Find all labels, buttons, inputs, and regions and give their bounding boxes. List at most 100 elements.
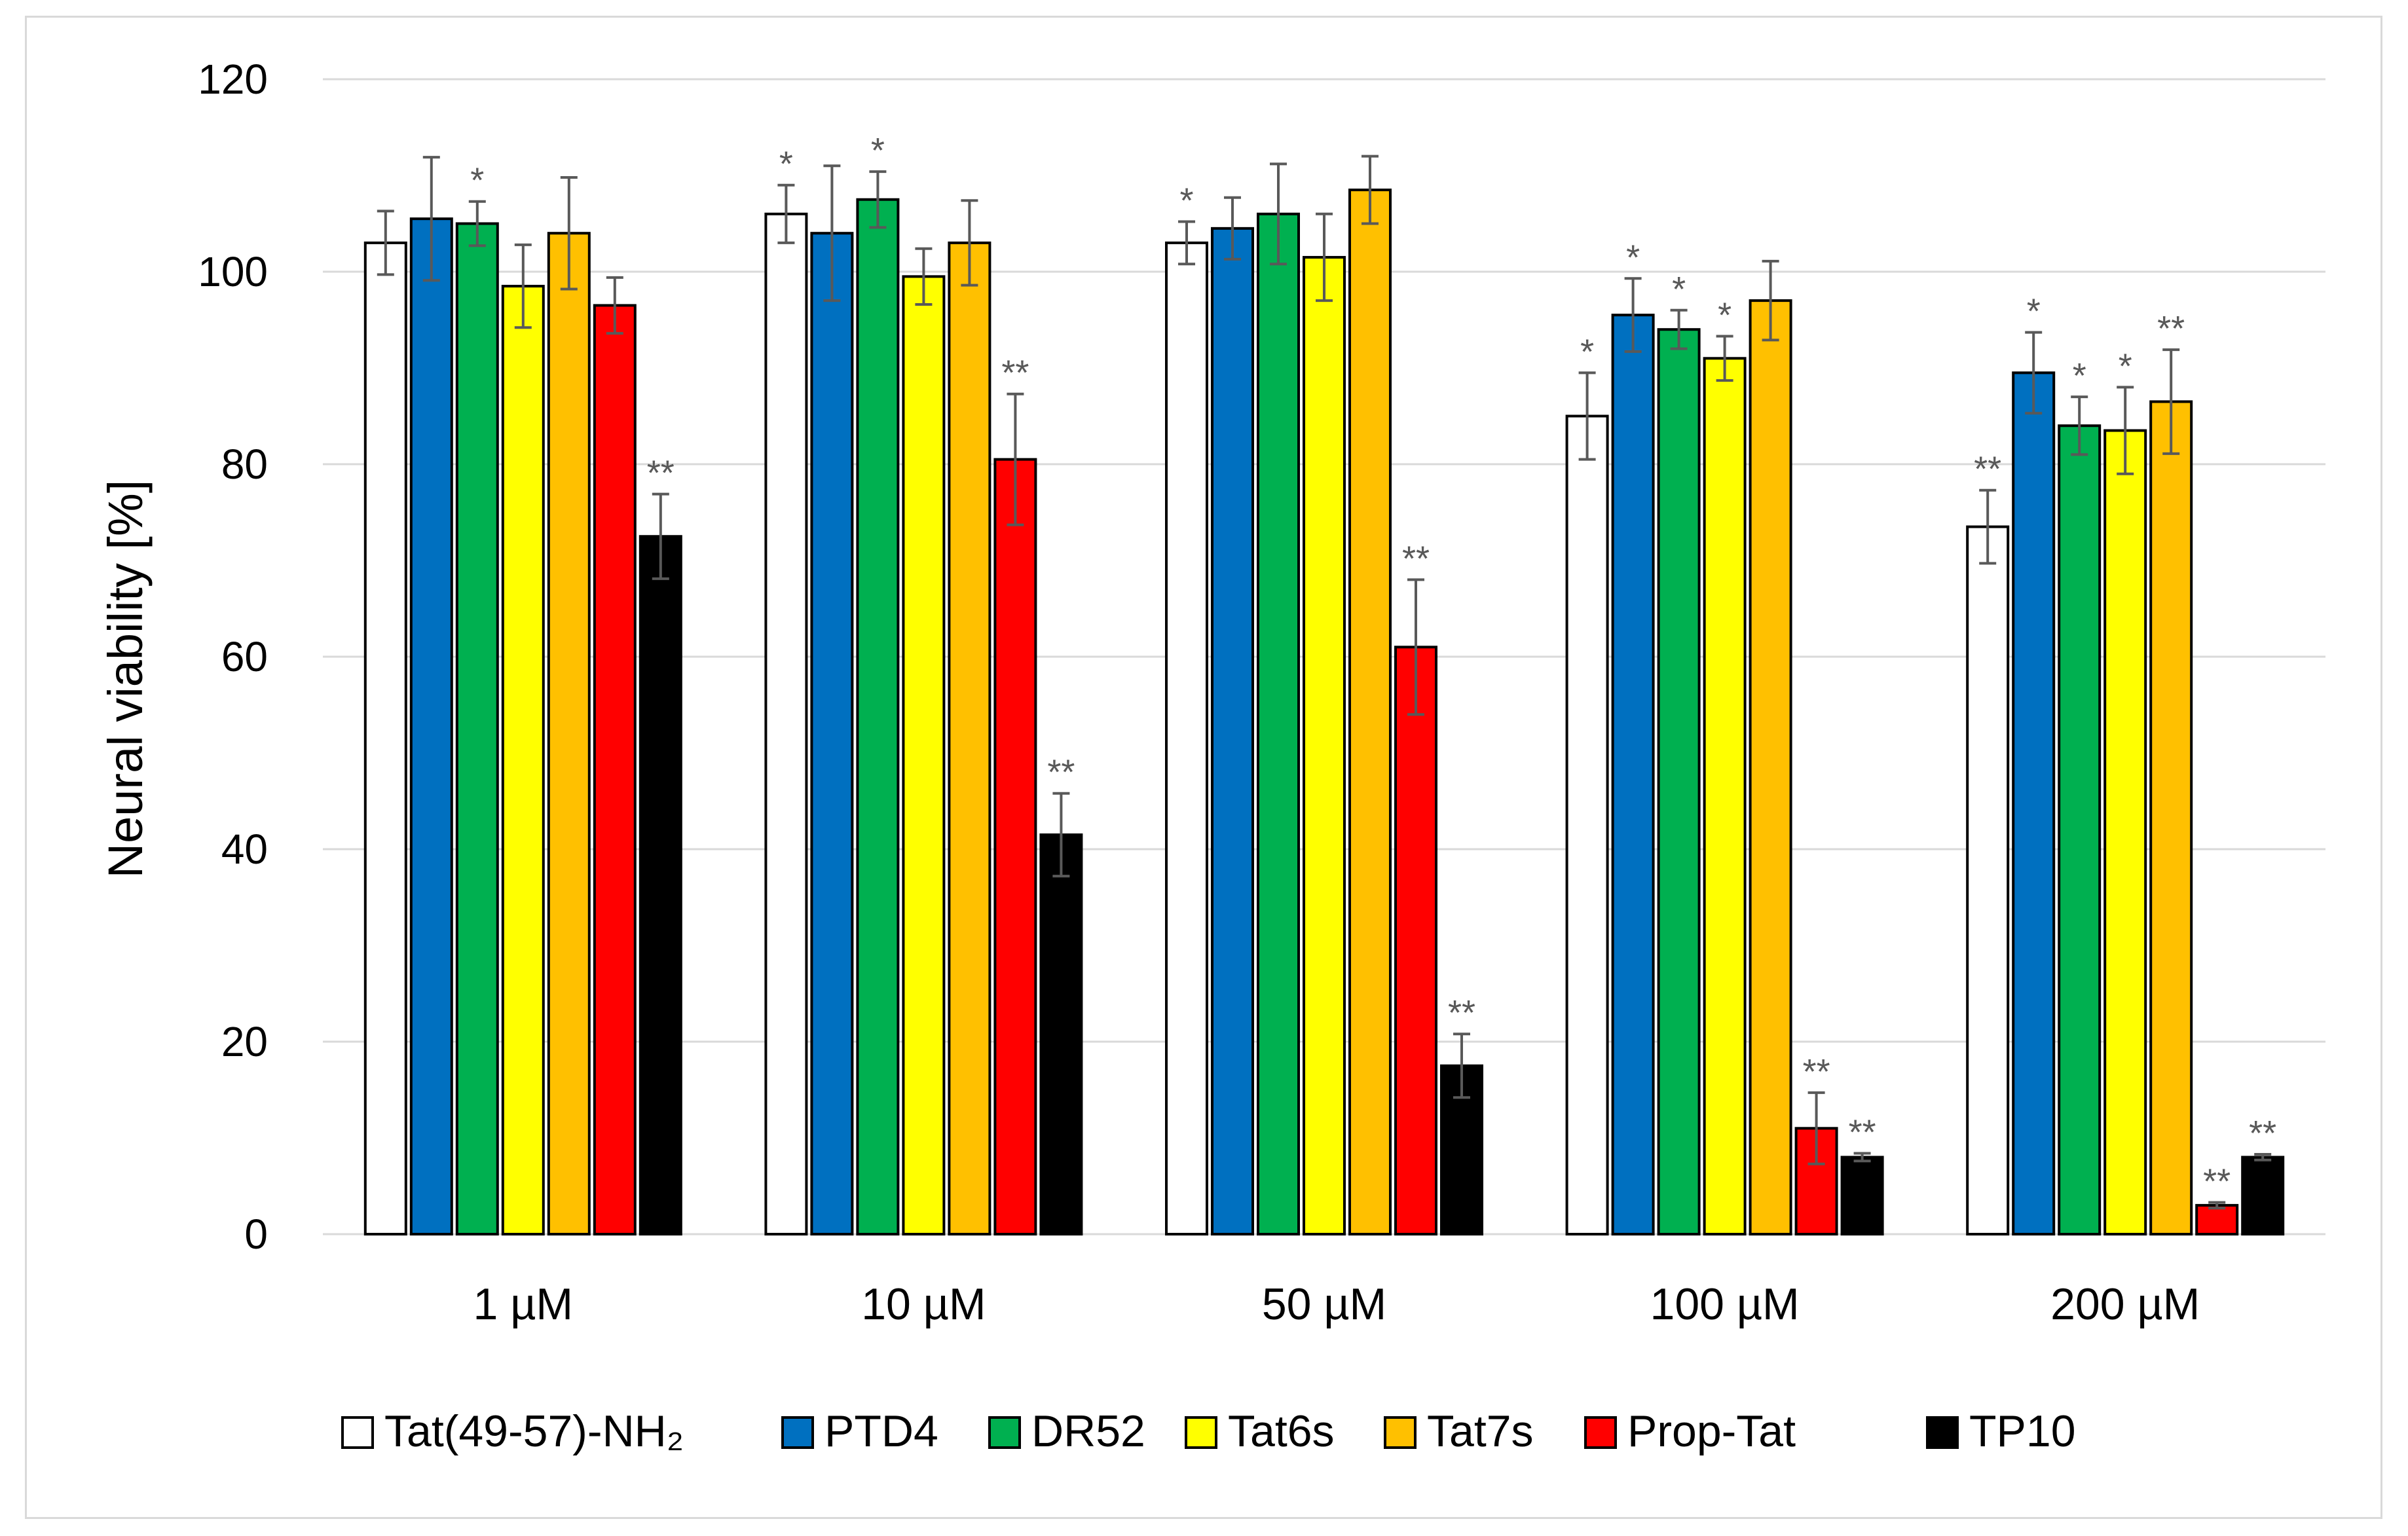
chart: **** ********************** ******* 020406… bbox=[98, 56, 2325, 1456]
significance-marker: ** bbox=[1803, 1052, 1830, 1091]
significance-marker: * bbox=[2027, 292, 2041, 331]
significance-marker: ** bbox=[2249, 1114, 2276, 1153]
legend-swatch bbox=[1926, 1416, 1959, 1449]
legend-item: Tat(49-57)-NH₂ bbox=[341, 1406, 684, 1456]
significance-marker: * bbox=[470, 161, 484, 200]
error-bar bbox=[1407, 578, 1424, 716]
x-category-labels: 1 µM 10 µM 50 µM 100 µM 200 µM bbox=[473, 1279, 2200, 1329]
error-bar bbox=[2254, 1152, 2272, 1161]
significance-marker: ** bbox=[647, 454, 675, 493]
bar bbox=[1257, 212, 1300, 1235]
error-bar bbox=[1979, 488, 1997, 565]
x-category-label: 200 µM bbox=[2050, 1279, 2200, 1329]
x-category-label: 1 µM bbox=[473, 1279, 574, 1329]
legend-item: Prop-Tat bbox=[1584, 1406, 1796, 1456]
bar bbox=[1749, 299, 1792, 1236]
bar bbox=[2195, 1203, 2239, 1236]
significance-marker: ** bbox=[1849, 1113, 1876, 1152]
bar bbox=[856, 198, 900, 1235]
legend-swatch bbox=[1384, 1416, 1417, 1449]
legend-item: DR52 bbox=[988, 1406, 1145, 1456]
bar bbox=[1394, 646, 1437, 1235]
error-bar bbox=[2071, 395, 2088, 456]
bar bbox=[639, 535, 682, 1235]
significance-marker: * bbox=[1672, 270, 1686, 309]
significance-marker: ** bbox=[1402, 539, 1430, 578]
error-bar bbox=[823, 164, 841, 302]
legend-label: Tat7s bbox=[1427, 1406, 1534, 1456]
error-bar bbox=[1224, 196, 1241, 261]
bar bbox=[1657, 328, 1701, 1236]
legend-swatch bbox=[781, 1416, 814, 1449]
x-category-label: 10 µM bbox=[861, 1279, 986, 1329]
legend-swatch bbox=[1185, 1416, 1217, 1449]
bar bbox=[1840, 1156, 1884, 1236]
legend-label: TP10 bbox=[1969, 1406, 2076, 1456]
error-bar bbox=[1361, 155, 1379, 225]
error-bar bbox=[1716, 335, 1733, 382]
bar bbox=[810, 232, 854, 1236]
y-tick-labels: 0 20 40 60 80 100 120 bbox=[198, 56, 268, 1258]
legend-label: Prop-Tat bbox=[1627, 1406, 1796, 1456]
significance-marker: ** bbox=[2157, 309, 2185, 348]
legend-label: Tat(49-57)-NH₂ bbox=[384, 1406, 684, 1456]
bar bbox=[363, 241, 407, 1235]
error-bar bbox=[1578, 371, 1596, 461]
y-tick-label: 80 bbox=[221, 441, 268, 488]
error-bar bbox=[1624, 277, 1642, 354]
bar bbox=[2149, 400, 2193, 1236]
bar bbox=[2241, 1156, 2285, 1236]
bar bbox=[1165, 241, 1208, 1235]
error-bar bbox=[2025, 331, 2043, 415]
significance-marker: * bbox=[779, 145, 793, 184]
error-bar bbox=[1762, 259, 1779, 342]
error-bars bbox=[377, 155, 2272, 1210]
error-bar bbox=[377, 210, 394, 276]
error-bar bbox=[961, 199, 978, 287]
legend-label: PTD4 bbox=[824, 1406, 938, 1456]
error-bar bbox=[1178, 220, 1195, 266]
error-bar bbox=[560, 175, 578, 291]
error-bar bbox=[1670, 308, 1688, 350]
bar bbox=[2058, 424, 2102, 1236]
legend: Tat(49-57)-NH₂ PTD4 DR52 Tat6s Tat7s Prop-Tat… bbox=[341, 1406, 2076, 1456]
bar bbox=[1303, 255, 1346, 1236]
x-category-label: 50 µM bbox=[1262, 1279, 1386, 1329]
error-bar bbox=[468, 200, 486, 247]
bar bbox=[764, 212, 808, 1235]
bars bbox=[363, 189, 2285, 1236]
chart-frame: * ** * * ** ** * ** ** * * * * ** ** ** * * * ** ** ** 0 20 40 6… bbox=[25, 16, 2382, 1519]
significance-marker: ** bbox=[1448, 993, 1475, 1033]
error-bar bbox=[915, 247, 933, 306]
bar bbox=[993, 458, 1037, 1235]
bar bbox=[948, 241, 991, 1235]
y-tick-label: 100 bbox=[198, 248, 268, 295]
error-bar bbox=[1316, 212, 1333, 302]
legend-label: Tat6s bbox=[1228, 1406, 1335, 1456]
significance-marker: ** bbox=[1047, 753, 1075, 792]
error-bar bbox=[1007, 392, 1024, 526]
error-bar bbox=[777, 183, 795, 244]
error-bar bbox=[2208, 1201, 2226, 1210]
error-bar bbox=[652, 492, 669, 580]
significance-marker: * bbox=[1718, 295, 1732, 335]
error-bar bbox=[2162, 348, 2180, 455]
bar bbox=[593, 304, 637, 1236]
significance-marker: * bbox=[2119, 346, 2132, 386]
y-tick-label: 20 bbox=[221, 1018, 268, 1065]
error-bar bbox=[1853, 1152, 1871, 1163]
significance-marker: * bbox=[1580, 332, 1594, 371]
bar bbox=[1211, 227, 1254, 1236]
significance-marker: * bbox=[1179, 181, 1193, 221]
bar bbox=[1703, 357, 1747, 1235]
bar bbox=[409, 217, 453, 1235]
bar bbox=[1611, 314, 1655, 1235]
bar bbox=[1039, 833, 1083, 1235]
bar bbox=[501, 285, 545, 1235]
bar bbox=[2012, 371, 2056, 1235]
bar bbox=[547, 232, 591, 1236]
significance-marker: ** bbox=[2203, 1161, 2231, 1201]
legend-swatch bbox=[341, 1416, 374, 1449]
y-tick-label: 0 bbox=[244, 1211, 268, 1258]
bar bbox=[902, 275, 946, 1236]
